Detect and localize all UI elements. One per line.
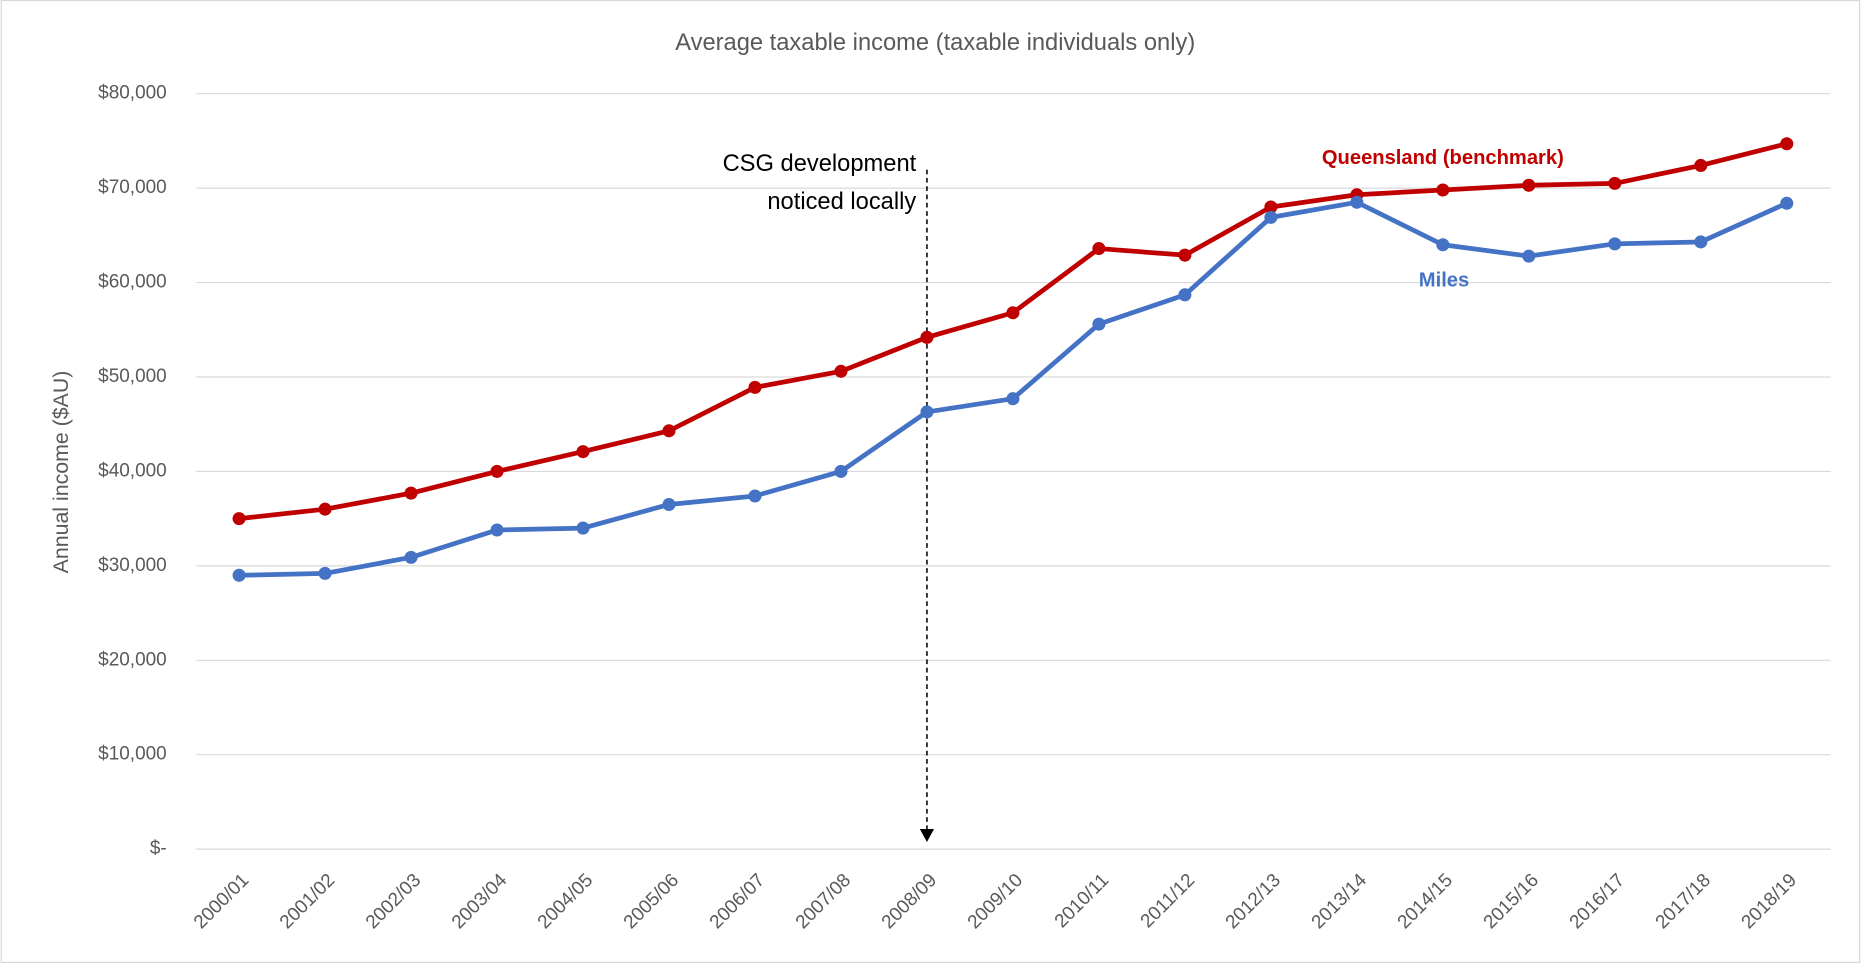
data-point — [1006, 392, 1020, 406]
data-point — [920, 405, 934, 419]
data-point — [232, 568, 246, 582]
y-tick-label: $10,000 — [98, 744, 167, 765]
data-point — [1694, 235, 1708, 249]
data-point — [1608, 176, 1622, 190]
series-label: Miles — [1419, 269, 1469, 291]
y-tick-label: $- — [150, 838, 167, 859]
data-point — [576, 445, 590, 459]
data-point — [920, 330, 934, 344]
data-point — [1780, 137, 1794, 151]
data-point — [1264, 200, 1278, 214]
data-point — [1178, 288, 1192, 302]
data-point — [1780, 196, 1794, 210]
annotation-arrowhead — [919, 828, 935, 843]
data-point — [490, 464, 504, 478]
data-point — [1522, 249, 1536, 263]
y-axis-label: Annual income ($AU) — [49, 371, 73, 574]
data-point — [1436, 238, 1450, 252]
data-point — [662, 424, 676, 438]
data-point — [1006, 306, 1020, 320]
data-point — [404, 550, 418, 564]
data-point — [318, 566, 332, 580]
y-tick-label: $40,000 — [98, 460, 167, 481]
y-tick-label: $70,000 — [98, 177, 167, 198]
data-point — [490, 523, 504, 537]
data-point — [1694, 158, 1708, 172]
y-tick-label: $20,000 — [98, 649, 167, 670]
y-tick-label: $50,000 — [98, 366, 167, 387]
y-tick-label: $80,000 — [98, 83, 167, 104]
data-point — [318, 502, 332, 516]
y-tick-label: $60,000 — [98, 272, 167, 293]
data-point — [232, 512, 246, 526]
data-point — [662, 497, 676, 511]
data-point — [1608, 237, 1622, 251]
data-point — [748, 489, 762, 503]
annotation-text: CSG development — [723, 151, 917, 177]
data-point — [1178, 248, 1192, 262]
y-tick-label: $30,000 — [98, 555, 167, 576]
data-point — [834, 464, 848, 478]
chart-title: Average taxable income (taxable individu… — [675, 30, 1195, 56]
data-point — [1350, 195, 1364, 209]
data-point — [1092, 317, 1106, 331]
data-point — [834, 364, 848, 378]
data-point — [1264, 210, 1278, 224]
series-label: Queensland (benchmark) — [1322, 147, 1564, 169]
data-point — [1522, 178, 1536, 192]
data-point — [1436, 183, 1450, 197]
data-point — [576, 521, 590, 535]
data-point — [748, 380, 762, 394]
data-point — [404, 486, 418, 500]
data-point — [1092, 242, 1106, 256]
annotation-text: noticed locally — [767, 189, 916, 215]
